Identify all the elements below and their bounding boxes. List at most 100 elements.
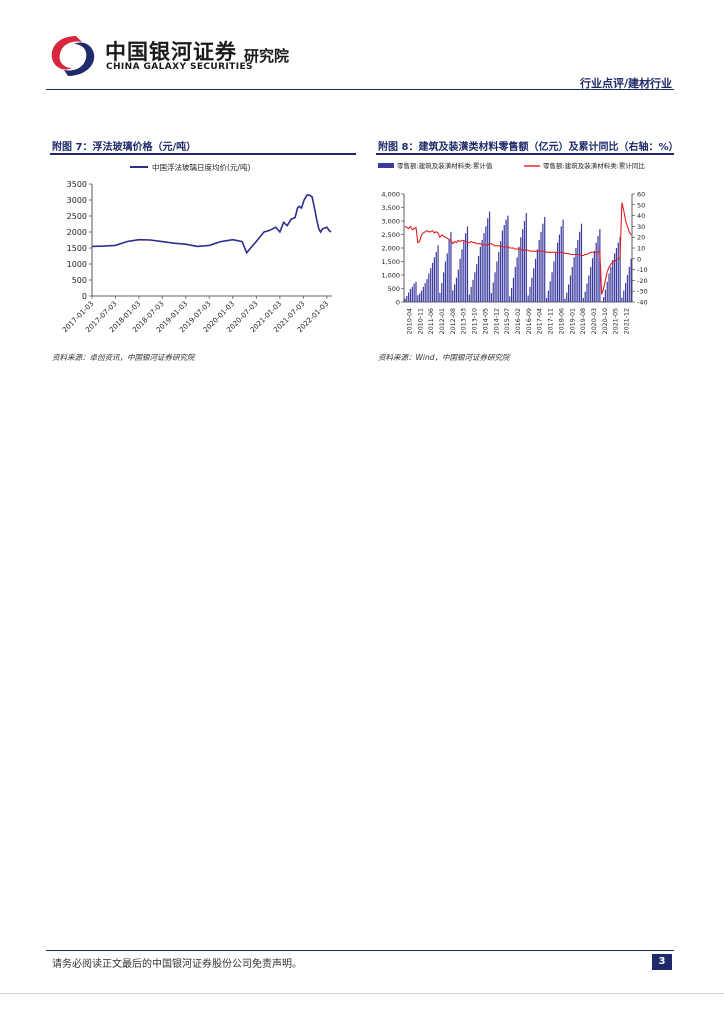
y-tick-label: 500 bbox=[72, 276, 87, 285]
bar-retail-value bbox=[623, 290, 625, 302]
bar-retail-value bbox=[501, 230, 504, 302]
bar-retail-value bbox=[617, 242, 619, 302]
bar-retail-value bbox=[560, 226, 562, 302]
bar-retail-value bbox=[448, 239, 450, 302]
bar-retail-value bbox=[604, 289, 606, 302]
bar-retail-value bbox=[577, 239, 579, 302]
brand-name-cn: 中国银河证券 bbox=[105, 40, 237, 64]
x-tick-label: 2020-10 bbox=[602, 308, 609, 334]
brand-name-en: CHINA GALAXY SECURITIES bbox=[106, 62, 253, 72]
x-tick-label: 2014-05 bbox=[482, 308, 489, 334]
bar-retail-value bbox=[571, 266, 573, 302]
series-line-glass-price bbox=[91, 194, 332, 255]
bar-retail-value bbox=[625, 283, 627, 302]
bar-retail-value bbox=[520, 237, 522, 302]
bar-retail-value bbox=[619, 237, 621, 302]
right-tick-label: -40 bbox=[637, 299, 648, 307]
figure-8-title: 附图 8：建筑及装潢类材料零售额（亿元）及累计同比（右轴：%） bbox=[378, 142, 679, 153]
bar-retail-value bbox=[555, 252, 557, 302]
right-tick-label: 20 bbox=[637, 234, 645, 242]
x-tick-label: 2017-11 bbox=[548, 308, 555, 334]
bar-retail-value bbox=[522, 229, 524, 302]
header-divider bbox=[46, 89, 674, 90]
bar-retail-value bbox=[516, 257, 518, 302]
x-tick-label: 2021-12 bbox=[624, 308, 631, 334]
bar-retail-value bbox=[419, 293, 421, 302]
bar-retail-value bbox=[472, 279, 474, 302]
bar-retail-value bbox=[518, 246, 520, 302]
bar-retail-value bbox=[422, 286, 424, 302]
bar-retail-value bbox=[597, 235, 599, 302]
bar-retail-value bbox=[454, 284, 456, 302]
left-tick-label: 2,000 bbox=[381, 245, 400, 253]
figure-7-rule bbox=[50, 153, 356, 155]
bar-retail-value bbox=[415, 281, 417, 302]
bar-retail-value bbox=[621, 297, 623, 302]
right-tick-label: -30 bbox=[637, 288, 648, 296]
bar-retail-value bbox=[468, 294, 470, 302]
bar-retail-value bbox=[527, 295, 529, 302]
bar-retail-value bbox=[547, 290, 549, 302]
report-category: 行业点评/建材行业 bbox=[579, 77, 672, 90]
y-tick-label: 3500 bbox=[67, 180, 87, 189]
left-tick-label: 500 bbox=[388, 285, 400, 293]
x-tick-label: 2017-04 bbox=[537, 308, 544, 334]
bar-retail-value bbox=[490, 293, 492, 302]
bar-retail-value bbox=[477, 256, 480, 302]
bar-retail-value bbox=[586, 283, 588, 302]
right-tick-label: -20 bbox=[637, 277, 648, 285]
bar-retail-value bbox=[505, 219, 507, 302]
bar-retail-value bbox=[590, 266, 592, 302]
y-tick-label: 1500 bbox=[67, 244, 87, 253]
bar-retail-value bbox=[593, 250, 595, 302]
x-tick-label: 2021-05 bbox=[613, 308, 620, 334]
x-tick-label: 2011-06 bbox=[428, 308, 435, 334]
bar-retail-value bbox=[483, 233, 485, 302]
bar-retail-value bbox=[562, 219, 564, 302]
bar-retail-value bbox=[417, 295, 419, 302]
bar-retail-value bbox=[404, 298, 406, 302]
bar-retail-value bbox=[409, 289, 412, 302]
left-tick-label: 2,500 bbox=[381, 231, 400, 239]
bar-retail-value bbox=[406, 296, 408, 302]
bar-retail-value bbox=[446, 253, 448, 302]
bar-retail-value bbox=[588, 275, 590, 302]
right-tick-label: 30 bbox=[637, 223, 645, 231]
bar-retail-value bbox=[442, 272, 445, 302]
figure-7-source: 资料来源：卓创资讯，中国银河证券研究院 bbox=[52, 353, 195, 362]
bar-retail-value bbox=[575, 248, 577, 302]
bar-retail-value bbox=[463, 241, 465, 302]
figure-8-source: 资料来源：Wind，中国银河证券研究院 bbox=[378, 353, 510, 362]
bar-retail-value bbox=[582, 297, 584, 302]
page-number: 3 bbox=[652, 954, 672, 970]
bar-retail-value bbox=[437, 245, 439, 302]
bar-retail-value bbox=[566, 292, 568, 302]
bar-retail-value bbox=[612, 259, 614, 302]
bar-retail-value bbox=[551, 272, 553, 302]
x-tick-label: 2012-01 bbox=[439, 308, 446, 334]
bar-retail-value bbox=[459, 258, 461, 302]
bar-retail-value bbox=[579, 231, 581, 302]
x-tick-label: 2019-01 bbox=[569, 308, 576, 334]
bar-retail-value bbox=[514, 266, 516, 302]
x-tick-label: 2015-07 bbox=[504, 308, 511, 334]
x-tick-label: 2012-08 bbox=[450, 308, 457, 334]
x-tick-label: 2010-11 bbox=[417, 308, 424, 334]
bar-retail-value bbox=[615, 248, 618, 302]
bar-retail-value bbox=[435, 252, 437, 302]
bar-retail-value bbox=[481, 239, 483, 302]
bar-retail-value bbox=[457, 269, 459, 302]
bar-retail-value bbox=[540, 231, 542, 302]
bar-retail-value bbox=[455, 277, 458, 302]
bar-retail-value bbox=[441, 283, 443, 302]
bar-retail-value bbox=[488, 211, 491, 302]
bar-retail-value bbox=[549, 281, 551, 302]
figure-8-rule bbox=[376, 153, 674, 155]
bar-retail-value bbox=[461, 249, 463, 302]
footer-disclaimer: 请务必阅读正文最后的中国银河证券股份公司免责声明。 bbox=[52, 959, 302, 970]
legend-swatch-bar bbox=[378, 163, 394, 168]
bar-retail-value bbox=[411, 286, 413, 302]
left-tick-label: 1,000 bbox=[381, 272, 400, 280]
bar-retail-value bbox=[608, 273, 610, 302]
bar-retail-value bbox=[413, 283, 415, 302]
